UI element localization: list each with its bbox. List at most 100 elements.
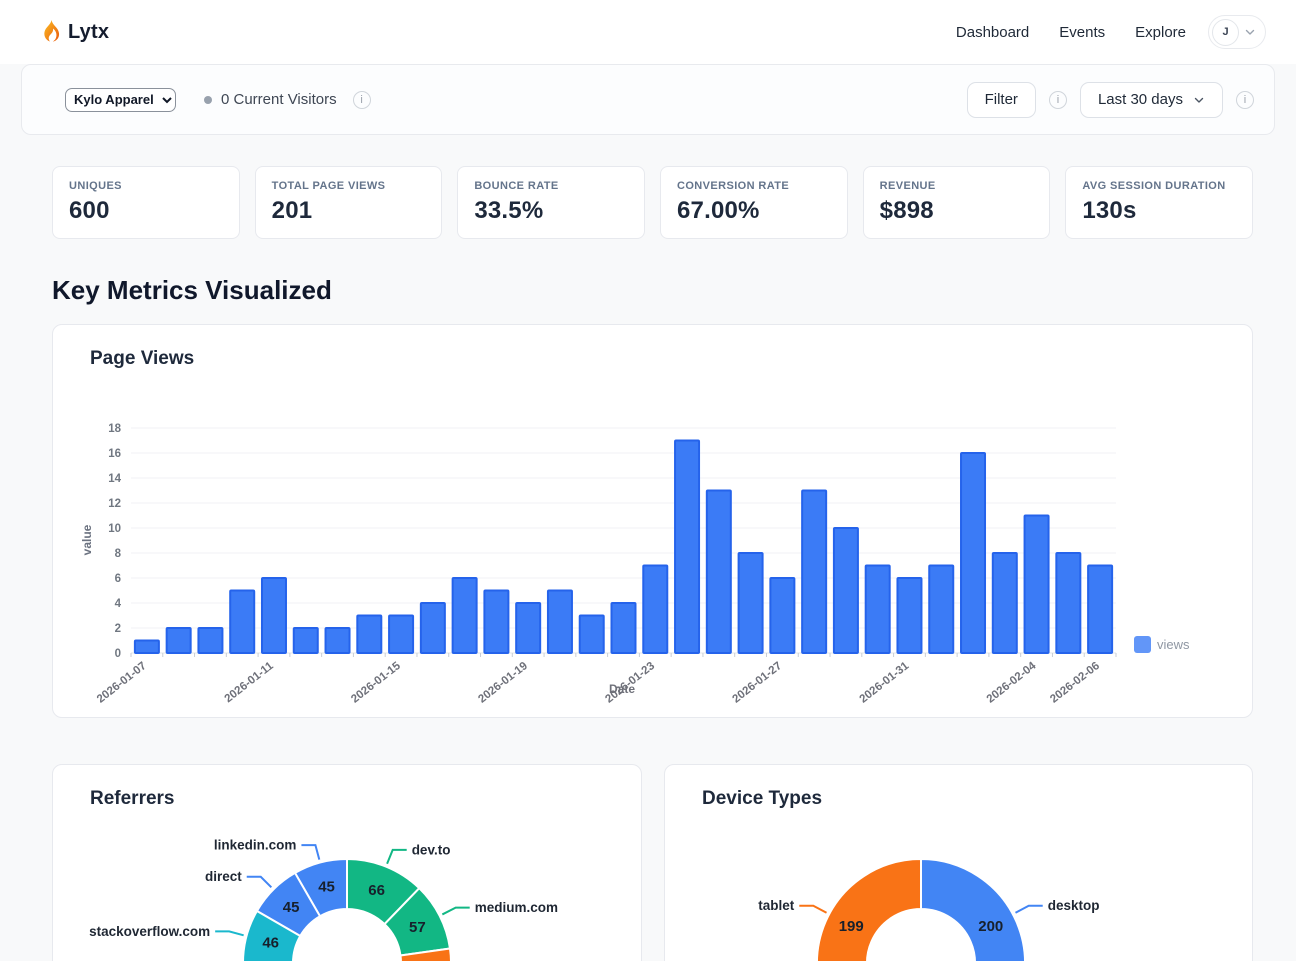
y-tick-label: 8 xyxy=(115,548,122,560)
label-leader-line xyxy=(386,848,407,865)
y-tick-label: 14 xyxy=(108,473,121,485)
referrers-donut-chart: 45 linkedin.com 45 direct 46 stackoverflow.co… xyxy=(89,838,558,961)
bar xyxy=(674,439,701,654)
y-tick-label: 12 xyxy=(108,498,121,510)
nav-link-events[interactable]: Events xyxy=(1059,23,1106,41)
bar xyxy=(832,527,859,654)
pie-slice xyxy=(242,909,302,961)
bar xyxy=(769,577,796,654)
y-tick-label: 0 xyxy=(115,648,121,660)
label-leader-line xyxy=(301,844,321,860)
stat-card-revenue: REVENUE $898 xyxy=(862,166,1051,239)
pie-slice xyxy=(816,857,922,961)
info-icon[interactable] xyxy=(1236,90,1254,109)
flame-logo-icon xyxy=(40,20,60,44)
y-tick-label: 4 xyxy=(115,598,122,610)
x-tick-label: 2026-01-31 xyxy=(858,660,912,706)
stat-label: CONVERSION RATE xyxy=(677,180,790,192)
pie-slice xyxy=(399,947,452,961)
stat-value: 67.00% xyxy=(677,197,760,224)
y-tick-label: 6 xyxy=(115,573,121,585)
bar xyxy=(1055,552,1082,654)
current-visitors-label: 0 Current Visitors xyxy=(221,91,337,108)
stat-value: 201 xyxy=(271,197,313,224)
avatar: J xyxy=(1212,18,1239,46)
bar xyxy=(388,614,415,654)
bar xyxy=(260,577,287,654)
device-types-card: Device Types 199 tablet 200 desktop xyxy=(664,764,1253,961)
slice-label: desktop xyxy=(1048,898,1100,913)
pie-slice xyxy=(920,857,1026,961)
label-leader-line xyxy=(246,875,273,889)
legend-label: views xyxy=(1157,637,1190,652)
bar xyxy=(229,589,256,654)
bar xyxy=(483,589,510,654)
bottom-charts-row: Referrers 45 linkedin.com 45 direct 46 stacko… xyxy=(52,764,1253,961)
x-tick-label: 2026-01-19 xyxy=(476,660,530,706)
bar xyxy=(197,627,224,654)
bar xyxy=(737,552,764,654)
label-leader-line xyxy=(441,906,470,916)
site-selector[interactable]: Kylo Apparel xyxy=(65,87,176,112)
chevron-down-icon xyxy=(1245,29,1255,35)
bar xyxy=(165,627,192,654)
slice-label: medium.com xyxy=(475,900,558,915)
slice-value-label: 199 xyxy=(839,918,864,935)
bar xyxy=(419,602,446,654)
slice-label: dev.to xyxy=(412,842,451,857)
stat-card-total-page-views: TOTAL PAGE VIEWS 201 xyxy=(254,166,443,239)
y-axis-title: value xyxy=(80,524,94,555)
x-axis-title: Date xyxy=(609,682,635,696)
info-icon[interactable] xyxy=(1048,90,1067,109)
info-icon[interactable] xyxy=(352,90,371,109)
stat-label: UNIQUES xyxy=(69,180,122,192)
stat-value: 33.5% xyxy=(474,197,544,224)
date-range-select[interactable]: Last 30 days xyxy=(1079,81,1223,118)
bar xyxy=(292,627,319,654)
stat-card-bounce-rate: BOUNCE RATE 33.5% xyxy=(457,166,645,239)
stat-card-avg-session-duration: AVG SESSION DURATION 130s xyxy=(1065,166,1253,239)
slice-value-label: 46 xyxy=(262,935,279,952)
bar xyxy=(133,639,160,654)
slice-value-label: 45 xyxy=(318,879,335,896)
chart-title: Referrers xyxy=(90,788,175,809)
slice-label: tablet xyxy=(758,898,795,913)
bar xyxy=(642,564,669,654)
label-leader-line xyxy=(1015,904,1043,914)
chart-title: Page Views xyxy=(90,348,195,369)
y-tick-label: 18 xyxy=(108,423,121,435)
bar xyxy=(1023,514,1050,654)
slice-label: stackoverflow.com xyxy=(89,924,210,939)
stat-card-conversion-rate: CONVERSION RATE 67.00% xyxy=(660,166,848,239)
nav-link-dashboard[interactable]: Dashboard xyxy=(955,23,1030,41)
chevron-down-icon xyxy=(1194,97,1204,103)
bar xyxy=(801,489,828,654)
stat-value: 600 xyxy=(69,197,110,224)
stat-card-uniques: UNIQUES 600 xyxy=(52,166,240,239)
user-menu-button[interactable]: J xyxy=(1208,15,1266,49)
brand: Lytx xyxy=(40,20,109,44)
slice-value-label: 45 xyxy=(283,899,300,916)
bar xyxy=(356,614,383,654)
pie-slice xyxy=(255,871,322,938)
main-nav: Dashboard Events Explore xyxy=(956,24,1186,41)
stat-value: $898 xyxy=(879,197,934,224)
bar xyxy=(705,489,732,654)
bar xyxy=(1087,564,1114,654)
x-tick-label: 2026-02-04 xyxy=(985,660,1039,706)
filter-bar: Kylo Apparel 0 Current Visitors Filter L… xyxy=(21,64,1275,135)
filter-button[interactable]: Filter xyxy=(966,81,1036,118)
bar xyxy=(991,552,1018,654)
referrers-card: Referrers 45 linkedin.com 45 direct 46 stacko… xyxy=(52,764,642,961)
brand-name: Lytx xyxy=(68,20,110,43)
x-tick-label: 2026-01-11 xyxy=(223,660,277,706)
status-dot xyxy=(204,95,212,104)
bar xyxy=(515,602,542,654)
bar xyxy=(451,577,478,654)
nav-link-explore[interactable]: Explore xyxy=(1135,23,1186,41)
stat-label: REVENUE xyxy=(879,180,936,192)
label-leader-line xyxy=(215,930,244,937)
stat-label: AVG SESSION DURATION xyxy=(1082,180,1226,192)
y-tick-label: 10 xyxy=(108,523,121,535)
x-tick-label: 2026-01-27 xyxy=(730,660,784,706)
